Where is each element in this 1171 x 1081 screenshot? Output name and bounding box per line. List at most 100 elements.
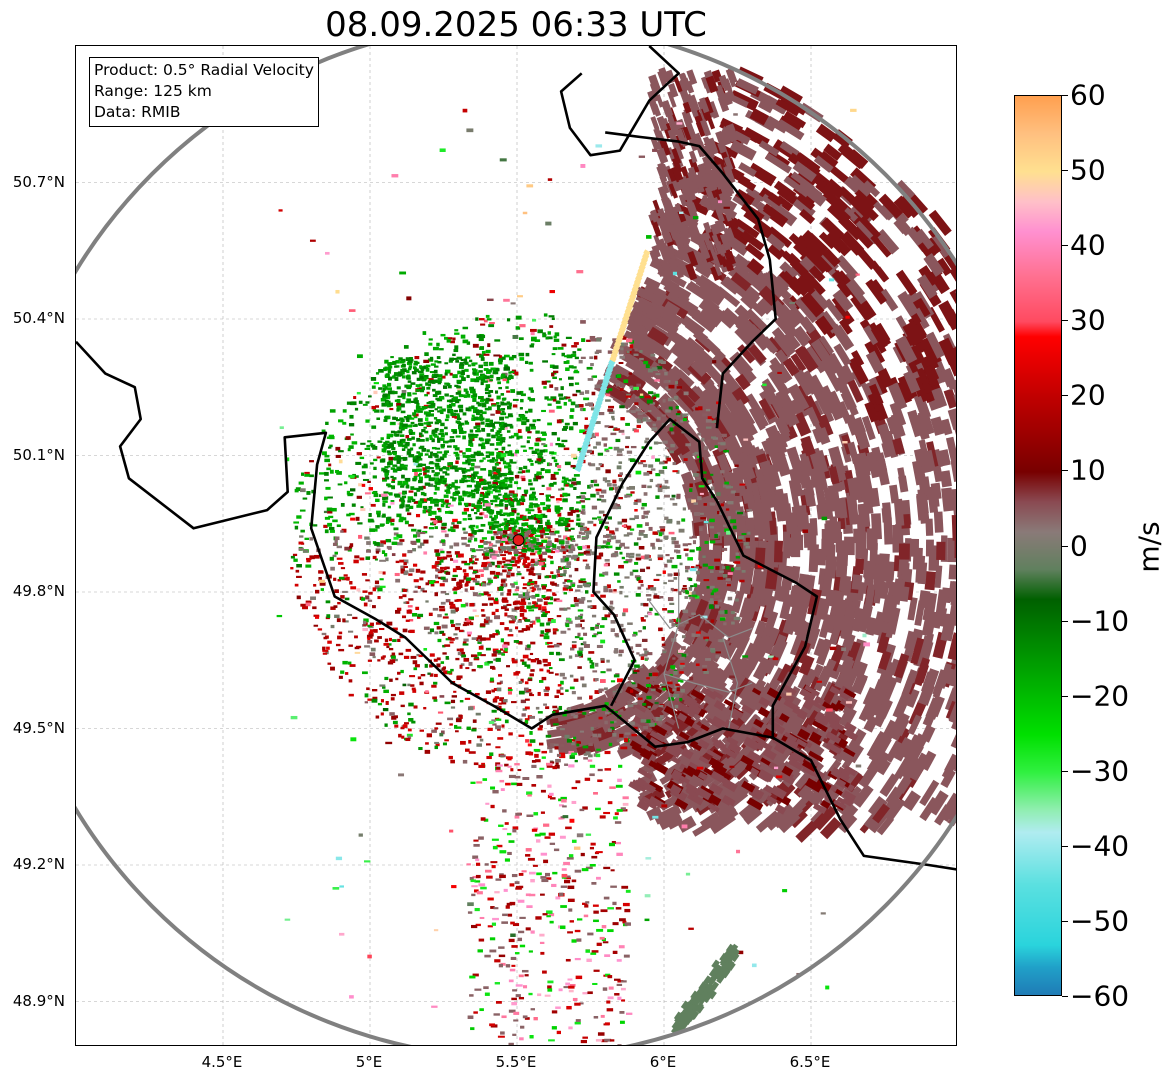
echo-cell	[675, 388, 698, 412]
echo-cell	[592, 670, 598, 673]
echo-cell	[622, 612, 626, 617]
echo-cell	[677, 679, 683, 682]
echo-cell	[596, 349, 602, 354]
echo-cell	[346, 401, 351, 405]
echo-cell	[724, 642, 738, 661]
echo-cell	[602, 606, 608, 611]
echo-cell	[667, 681, 673, 685]
echo-cell	[497, 652, 504, 655]
echo-cell	[566, 360, 570, 364]
echo-cell	[455, 657, 460, 661]
echo-cell	[719, 570, 724, 573]
echo-cell	[354, 407, 359, 411]
radar-map-canvas	[76, 46, 956, 1045]
echo-cell	[822, 248, 841, 268]
echo-cell	[557, 468, 561, 471]
echo-cell	[622, 608, 629, 613]
echo-cell	[663, 197, 673, 211]
echo-cell	[721, 795, 733, 806]
echo-cell	[794, 296, 820, 324]
echo-cell	[580, 496, 586, 500]
radar-map[interactable]	[75, 45, 957, 1046]
echo-cell	[372, 605, 376, 609]
echo-cell	[549, 556, 553, 559]
echo-cell	[594, 432, 599, 437]
echo-cell	[868, 739, 887, 763]
echo-cell	[400, 669, 404, 674]
echo-cell	[456, 379, 462, 384]
echo-cell	[434, 673, 438, 678]
echo-cell	[441, 624, 448, 629]
echo-cell	[710, 592, 714, 596]
echo-cell	[583, 397, 590, 401]
echo-cell	[442, 556, 448, 560]
echo-cell	[695, 478, 702, 482]
echo-cell	[710, 473, 714, 476]
echo-cell	[910, 538, 920, 557]
echo-cell	[795, 738, 808, 748]
echo-cell	[465, 469, 471, 472]
echo-cell	[362, 478, 369, 481]
echo-cell	[754, 620, 767, 637]
echo-cell	[336, 557, 343, 560]
echo-cell	[824, 230, 848, 254]
echo-cell	[566, 585, 572, 589]
echo-cell	[838, 803, 859, 825]
echo-cell	[367, 624, 373, 628]
echo-cell	[442, 633, 446, 636]
echo-cell	[700, 471, 707, 474]
echo-cell	[479, 512, 483, 516]
echo-cell	[511, 701, 517, 704]
echo-cell	[664, 494, 670, 498]
echo-cell	[688, 577, 693, 582]
echo-cell	[812, 802, 827, 815]
echo-cell	[474, 656, 479, 659]
echo-cell	[487, 546, 493, 550]
echo-cell	[363, 618, 369, 623]
echo-cell	[463, 572, 469, 577]
echo-cell	[682, 126, 692, 141]
echo-cell	[429, 628, 435, 633]
echo-cell	[395, 578, 401, 583]
echo-cell	[671, 165, 684, 183]
echo-cell	[519, 357, 525, 361]
echo-cell	[553, 338, 560, 342]
echo-cell	[884, 430, 899, 459]
echo-cell	[534, 584, 540, 588]
echo-cell	[568, 620, 573, 624]
echo-cell	[865, 350, 885, 374]
echo-cell	[694, 633, 701, 637]
echo-cell	[482, 493, 488, 497]
echo-cell	[775, 388, 799, 418]
echo-cell	[636, 537, 642, 541]
echo-cell	[824, 178, 846, 200]
echo-cell	[596, 748, 601, 751]
echo-cell	[590, 726, 594, 731]
echo-cell	[763, 595, 777, 619]
echo-cell	[443, 566, 447, 571]
echo-cell	[418, 747, 423, 751]
echo-cell	[723, 471, 737, 490]
echo-cell	[840, 390, 856, 411]
echo-cell	[579, 522, 585, 526]
echo-cell	[653, 578, 660, 582]
echo-cell	[510, 512, 514, 516]
echo-cell	[369, 629, 375, 632]
echo-cell	[879, 288, 899, 312]
echo-cell	[430, 510, 437, 515]
echo-cell	[378, 494, 383, 497]
echo-cell	[423, 626, 430, 630]
echo-cell	[875, 229, 900, 255]
echo-cell	[695, 564, 701, 568]
echo-cell	[579, 391, 585, 395]
echo-cell	[527, 458, 532, 461]
echo-cell	[535, 538, 540, 542]
echo-cell	[781, 765, 794, 777]
echo-cell	[568, 365, 574, 369]
echo-cell	[516, 516, 522, 521]
echo-cell	[667, 573, 673, 576]
echo-cell	[559, 494, 564, 498]
echo-cell	[850, 293, 874, 321]
echo-cell	[348, 630, 354, 633]
echo-cell	[609, 606, 615, 610]
